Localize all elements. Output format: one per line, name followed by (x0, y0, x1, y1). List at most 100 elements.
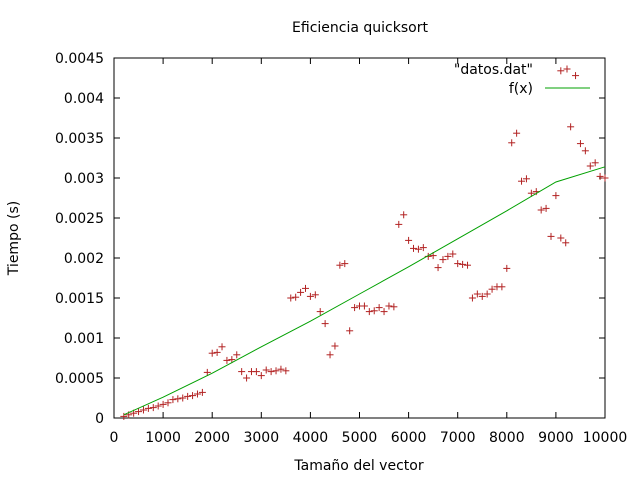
data-point (336, 261, 344, 269)
data-point (321, 320, 329, 328)
data-point (449, 250, 457, 258)
data-point (483, 290, 491, 298)
data-point (601, 174, 609, 182)
axis-ticks: 0 1000 2000 3000 4000 5000 6000 7000 8000 9000 100… (55, 51, 627, 446)
data-point (380, 308, 388, 316)
data-point (277, 365, 285, 373)
data-point (292, 293, 300, 301)
data-point (184, 392, 192, 400)
data-point (311, 291, 319, 299)
legend-label-datos: "datos.dat" (454, 62, 533, 78)
data-point (257, 372, 265, 380)
fit-line (123, 166, 606, 416)
data-point (478, 292, 486, 300)
legend: "datos.dat" f(x) (454, 62, 590, 97)
data-point (473, 290, 481, 298)
data-point (326, 351, 334, 359)
data-point (149, 404, 157, 412)
legend-marker-datos (563, 65, 571, 73)
data-point (223, 356, 231, 364)
y-tick-label: 0 (95, 411, 104, 427)
legend-label-fx: f(x) (509, 81, 533, 97)
data-point (537, 206, 545, 214)
data-point (346, 327, 354, 335)
data-point (552, 192, 560, 200)
data-point (390, 303, 398, 311)
x-tick-label: 2000 (194, 430, 230, 446)
y-tick-label: 0.004 (64, 91, 104, 107)
data-point (527, 189, 535, 197)
x-tick-label: 6000 (391, 430, 427, 446)
x-tick-label: 4000 (293, 430, 329, 446)
y-tick-label: 0.0035 (55, 131, 104, 147)
data-point (198, 388, 206, 396)
data-point (301, 284, 309, 292)
data-point (179, 394, 187, 402)
data-point (464, 261, 472, 269)
data-point (262, 366, 270, 374)
data-point (439, 256, 447, 264)
data-point (208, 349, 216, 357)
data-point (572, 72, 580, 80)
data-point (518, 177, 526, 185)
y-tick-label: 0.003 (64, 171, 104, 187)
x-tick-label: 7000 (440, 430, 476, 446)
x-tick-label: 8000 (489, 430, 525, 446)
data-point (454, 260, 462, 268)
data-point (243, 374, 251, 382)
x-tick-label: 10000 (583, 430, 628, 446)
data-point (444, 252, 452, 260)
x-tick-label: 0 (110, 430, 119, 446)
y-tick-label: 0.002 (64, 251, 104, 267)
data-point (233, 351, 241, 359)
data-point (468, 294, 476, 302)
y-tick-label: 0.0015 (55, 291, 104, 307)
data-point (154, 402, 162, 410)
x-tick-label: 9000 (538, 430, 574, 446)
data-point (135, 408, 143, 416)
data-point (562, 239, 570, 247)
data-point (365, 308, 373, 316)
data-point (459, 260, 467, 268)
data-point (238, 368, 246, 376)
plot-frame (113, 57, 606, 419)
data-point (144, 404, 152, 412)
x-tick-label: 5000 (342, 430, 378, 446)
data-point (488, 285, 496, 293)
data-point (360, 302, 368, 310)
data-point (316, 308, 324, 316)
data-point (193, 390, 201, 398)
data-point (351, 304, 359, 312)
x-axis-label: Tamaño del vector (293, 458, 423, 474)
chart-title: Eficiencia quicksort (292, 20, 428, 36)
data-point (581, 147, 589, 155)
y-tick-label: 0.0005 (55, 371, 104, 387)
data-point (375, 304, 383, 312)
data-point (218, 343, 226, 351)
data-point (139, 406, 147, 414)
data-point (189, 392, 197, 400)
series-layer (120, 67, 609, 420)
data-point (287, 294, 295, 302)
data-point (522, 175, 530, 183)
data-point (252, 368, 260, 376)
data-point (385, 302, 393, 310)
data-point (513, 129, 521, 137)
data-point (547, 232, 555, 240)
data-point (434, 264, 442, 272)
data-point (370, 307, 378, 315)
data-point (503, 264, 511, 272)
data-point (557, 67, 565, 75)
data-point (542, 204, 550, 212)
data-point (164, 399, 172, 407)
data-point (586, 162, 594, 170)
y-tick-label: 0.0045 (55, 51, 104, 67)
data-point (395, 220, 403, 228)
data-point (159, 400, 167, 408)
data-point (596, 172, 604, 180)
data-point (174, 395, 182, 403)
data-point (203, 368, 211, 376)
data-point (297, 288, 305, 296)
data-point (169, 396, 177, 404)
